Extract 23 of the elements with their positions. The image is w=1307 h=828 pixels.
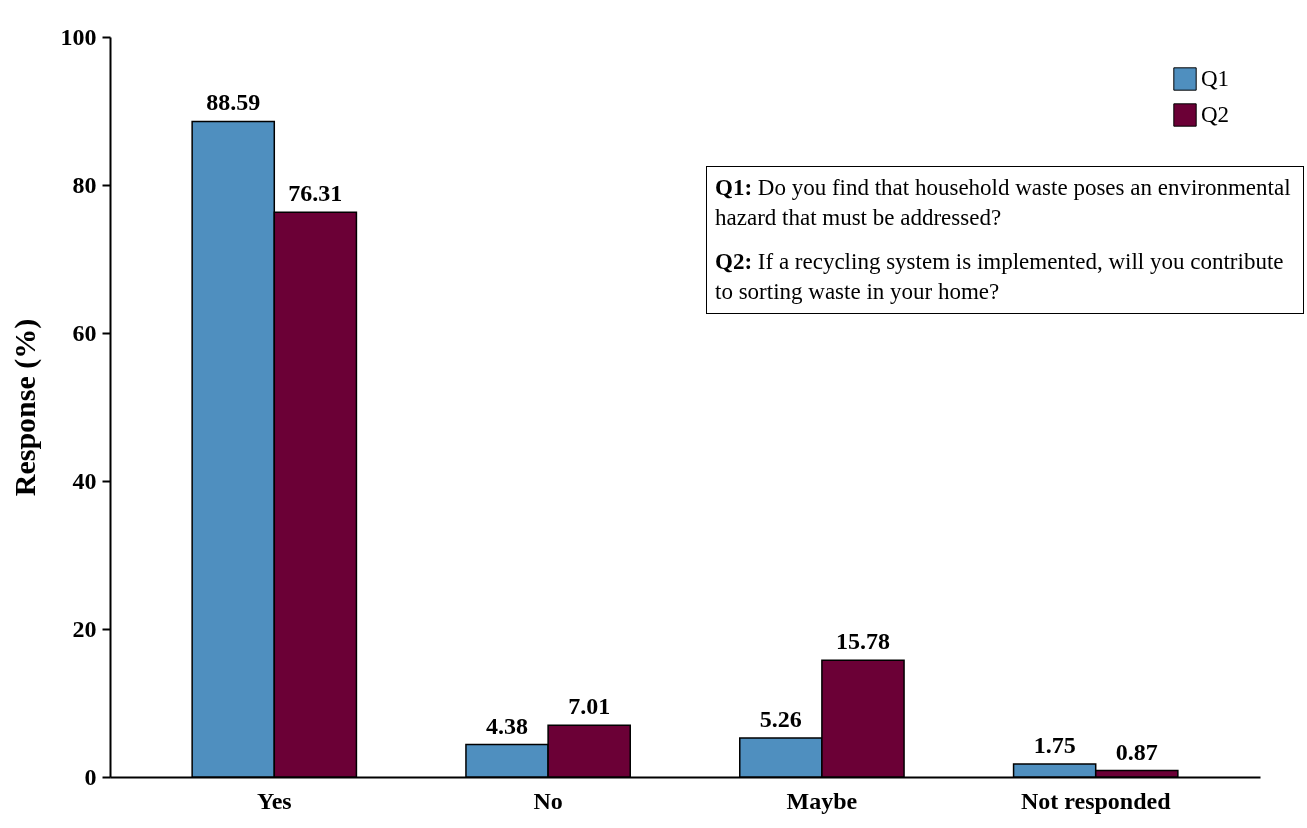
y-axis-title: Response (%)	[7, 318, 42, 497]
x-tick-label: Maybe	[786, 787, 858, 814]
legend-label: Q2	[1201, 102, 1230, 127]
x-tick-label: Yes	[256, 787, 292, 814]
data-label: 4.38	[486, 712, 529, 739]
data-label: 76.31	[288, 180, 343, 207]
y-tick-label: 20	[72, 615, 97, 642]
y-tick-label: 80	[72, 171, 97, 198]
data-label: 7.01	[568, 693, 611, 720]
data-label: 15.78	[835, 628, 890, 655]
x-tick-label: Not responded	[1020, 787, 1172, 814]
data-label: 0.87	[1115, 738, 1158, 765]
annotation: Q2: If a recycling system is implemented, will you contribute to sorting waste in your home?	[715, 247, 1285, 306]
y-tick-label: 40	[72, 467, 97, 494]
legend-label: Q1	[1201, 66, 1230, 91]
data-label: 88.59	[206, 89, 261, 116]
x-tick-label: No	[533, 787, 563, 814]
data-label: 5.26	[759, 706, 802, 733]
y-tick-label: 0	[84, 763, 97, 790]
y-tick-label: 100	[60, 23, 97, 50]
y-tick-label: 60	[72, 319, 97, 346]
data-label: 1.75	[1033, 732, 1076, 759]
annotation: Q1: Do you find that household waste poses an environmental hazard that must be addressed?	[715, 174, 1292, 232]
